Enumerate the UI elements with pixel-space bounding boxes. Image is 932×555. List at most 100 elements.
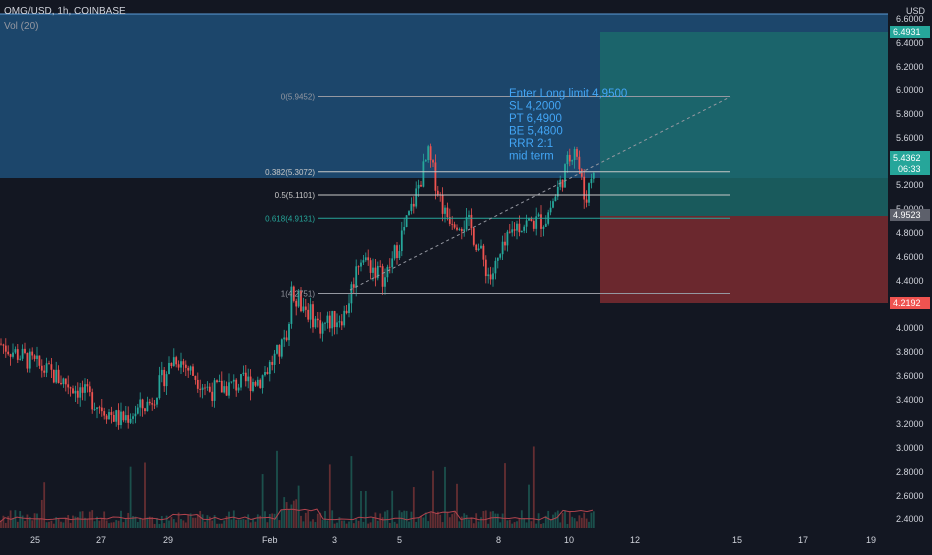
volume-bar <box>525 522 528 528</box>
volume-bar <box>228 511 230 528</box>
volume-bar <box>348 521 350 528</box>
candle-body <box>74 390 77 394</box>
volume-label[interactable]: Vol (20) <box>4 21 39 32</box>
candle-body <box>180 361 182 368</box>
candle-body <box>451 223 454 225</box>
volume-bar <box>180 518 182 528</box>
volume-bar <box>489 511 492 528</box>
volume-bar <box>67 515 70 528</box>
volume-bar <box>376 520 379 528</box>
candle-body <box>40 365 43 371</box>
trend-line[interactable] <box>349 96 731 291</box>
candle-body <box>458 229 461 230</box>
volume-bar <box>391 490 394 528</box>
fibonacci-retracement[interactable]: 0(5.9452) 0.382(5.3072) 0.5(5.1101) 0.618(4… <box>265 92 730 299</box>
price-tick-label: 3.2000 <box>896 419 924 429</box>
candle-body <box>280 339 283 357</box>
candle-body <box>120 411 122 426</box>
candle-body <box>266 371 269 374</box>
volume-bar <box>552 514 554 528</box>
candle-body <box>115 410 118 422</box>
candle-body <box>199 388 202 390</box>
volume-bar <box>357 520 360 528</box>
volume-bar <box>88 511 91 528</box>
candle-body <box>98 407 101 409</box>
candle-body <box>537 214 540 217</box>
candle-body <box>108 412 110 420</box>
volume-bar <box>496 513 499 528</box>
candle-body <box>141 399 144 409</box>
candle-body <box>206 386 209 388</box>
candle-body <box>549 207 552 213</box>
entry-badge: 4.9523 <box>890 209 930 221</box>
candle-body <box>444 207 446 214</box>
volume-bar <box>379 513 382 528</box>
volume-bar <box>124 519 127 528</box>
candle-body <box>552 201 554 208</box>
volume-bar <box>412 487 415 528</box>
volume-bar <box>554 512 557 528</box>
trade-note-line: BE 5,4800 <box>509 126 563 138</box>
candle-body <box>196 379 199 389</box>
volume-bar <box>134 516 137 528</box>
volume-bar <box>225 516 228 528</box>
price-tick-label: 6.4000 <box>896 38 924 48</box>
volume-bar <box>516 521 518 528</box>
candle-body <box>484 259 487 277</box>
volume-bar <box>204 521 206 528</box>
candle-body <box>230 381 233 383</box>
candle-body <box>540 214 542 229</box>
volume-bar <box>31 520 34 528</box>
volume-bar <box>136 522 139 528</box>
candle-body <box>93 409 96 410</box>
candle-body <box>48 363 50 365</box>
volume-bar <box>127 512 130 528</box>
volume-bar <box>230 519 233 528</box>
volume-bar <box>345 523 348 528</box>
candle-body <box>580 169 583 177</box>
stop-badge-label: 4.2192 <box>893 298 921 308</box>
candle-body <box>218 380 221 383</box>
volume-bar <box>307 510 310 528</box>
candle-body <box>576 149 578 157</box>
candle-body <box>360 262 362 267</box>
volume-bar <box>352 523 355 528</box>
trade-note-line: mid term <box>509 151 554 163</box>
candle-body <box>216 380 218 383</box>
candle-body <box>204 387 206 389</box>
candle-body <box>72 388 74 394</box>
volume-bar <box>549 519 552 528</box>
volume-bar <box>333 523 336 528</box>
candle-body <box>424 160 427 162</box>
time-tick-label: 27 <box>96 535 106 545</box>
volume-bar <box>144 462 146 528</box>
volume-bar <box>74 516 77 528</box>
price-axis[interactable] <box>888 0 932 550</box>
candle-body <box>244 372 247 382</box>
volume-bar <box>381 517 384 528</box>
price-tick-label: 5.2000 <box>896 180 924 190</box>
candle-body <box>448 217 451 224</box>
volume-bar <box>220 523 223 528</box>
candle-body <box>288 323 290 341</box>
candle-body <box>590 178 593 184</box>
candle-body <box>220 380 223 393</box>
candle-body <box>268 361 271 374</box>
candle-body <box>276 344 278 354</box>
candle-body <box>302 306 305 312</box>
candle-body <box>453 224 456 228</box>
volume-bar <box>182 520 185 528</box>
volume-bar <box>21 515 24 528</box>
candle-body <box>348 303 350 314</box>
candle-body <box>261 375 264 388</box>
volume-bar <box>192 517 194 528</box>
candle-body <box>340 321 343 326</box>
candle-body <box>151 403 154 405</box>
symbol-label[interactable]: OMG/USD, 1h, COINBASE <box>4 6 126 17</box>
volume-bar <box>213 515 216 528</box>
candle-body <box>525 220 528 227</box>
volume-bar <box>184 522 187 528</box>
